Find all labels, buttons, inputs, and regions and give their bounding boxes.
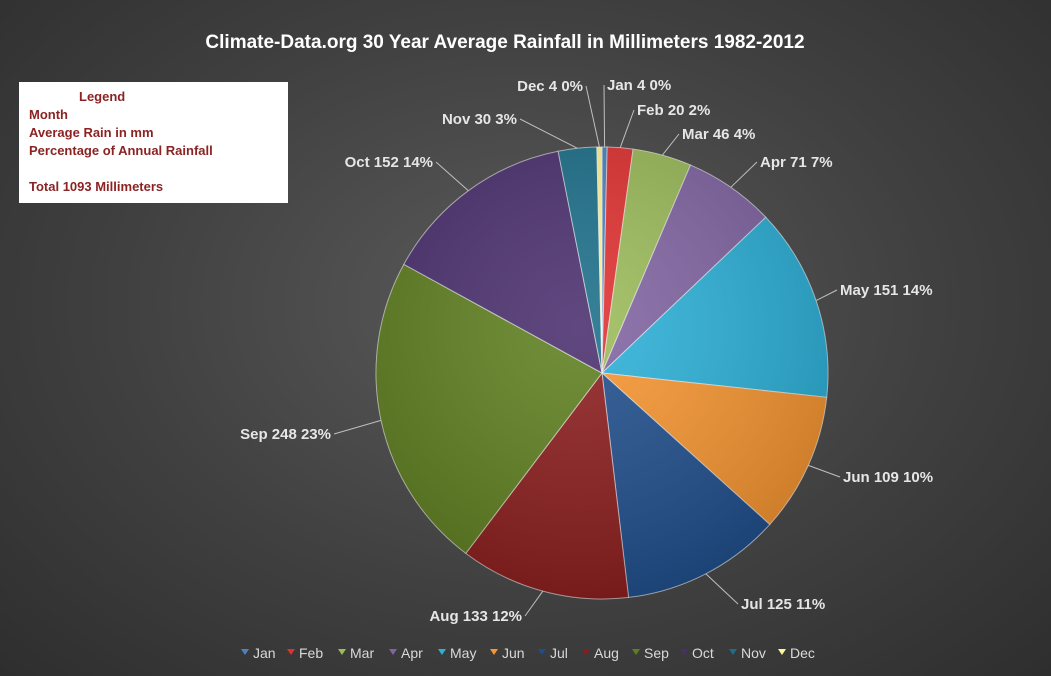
legend-info-box: Legend Month Average Rain in mm Percenta… <box>19 82 288 203</box>
data-label-may: May 151 14% <box>840 282 933 299</box>
legend-item-jan: Jan <box>241 645 276 661</box>
legend-swatch-dec <box>778 649 786 655</box>
legend-label-aug: Aug <box>594 645 619 661</box>
leader-line-feb <box>619 109 635 148</box>
legend-item-may: May <box>438 645 476 661</box>
leader-line-jan <box>603 84 606 148</box>
data-label-aug: Aug 133 12% <box>429 608 522 625</box>
leader-line-nov <box>519 118 578 149</box>
legend-label-feb: Feb <box>299 645 323 661</box>
leader-line-jul <box>705 573 739 605</box>
legend-label-may: May <box>450 645 476 661</box>
legend-swatch-may <box>438 649 446 655</box>
legend-swatch-sep <box>632 649 640 655</box>
legend-item-aug: Aug <box>582 645 619 661</box>
data-label-jul: Jul 125 11% <box>741 596 825 613</box>
legend-swatch-apr <box>389 649 397 655</box>
legend-label-oct: Oct <box>692 645 714 661</box>
chart-title: Climate-Data.org 30 Year Average Rainfal… <box>205 32 804 53</box>
leader-line-may <box>815 289 838 302</box>
legend-item-jun: Jun <box>490 645 525 661</box>
legend-label-jan: Jan <box>253 645 276 661</box>
data-label-jun: Jun 109 10% <box>843 469 933 486</box>
legend-label-nov: Nov <box>741 645 766 661</box>
data-label-nov: Nov 30 3% <box>442 111 517 128</box>
data-label-dec: Dec 4 0% <box>517 78 583 95</box>
chart-legend: Jan Feb Mar Apr May Jun Jul Aug Sep Oct Nov Dec <box>241 645 815 661</box>
legend-swatch-oct <box>680 649 688 655</box>
legend-info-month: Month <box>29 107 68 122</box>
data-label-mar: Mar 46 4% <box>682 126 755 143</box>
legend-label-mar: Mar <box>350 645 374 661</box>
leader-line-dec <box>585 85 600 148</box>
legend-swatch-nov <box>729 649 737 655</box>
legend-info-total: Total 1093 Millimeters <box>29 179 164 194</box>
legend-info-average: Average Rain in mm <box>29 125 154 140</box>
legend-swatch-jul <box>538 649 546 655</box>
data-labels: Jan 4 0% Feb 20 2% Mar 46 4% Apr 71 7% May 1… <box>240 77 933 625</box>
legend-item-mar: Mar <box>338 645 374 661</box>
legend-item-jul: Jul <box>538 645 568 661</box>
legend-item-feb: Feb <box>287 645 323 661</box>
leader-lines <box>333 84 841 617</box>
data-label-apr: Apr 71 7% <box>760 154 833 171</box>
leader-line-apr <box>730 161 758 188</box>
leader-line-mar <box>661 133 680 156</box>
legend-label-apr: Apr <box>401 645 423 661</box>
legend-info-heading: Legend <box>79 89 126 104</box>
legend-label-sep: Sep <box>644 645 669 661</box>
legend-label-jun: Jun <box>502 645 525 661</box>
legend-swatch-aug <box>582 649 590 655</box>
legend-item-dec: Dec <box>778 645 815 661</box>
data-label-sep: Sep 248 23% <box>240 426 331 443</box>
leader-line-sep <box>333 419 382 435</box>
data-label-oct: Oct 152 14% <box>345 154 433 171</box>
legend-swatch-feb <box>287 649 295 655</box>
legend-swatch-jun <box>490 649 498 655</box>
legend-label-dec: Dec <box>790 645 815 661</box>
data-label-feb: Feb 20 2% <box>637 102 710 119</box>
leader-line-aug <box>524 590 544 617</box>
legend-item-nov: Nov <box>729 645 766 661</box>
legend-info-percentage: Percentage of Annual Rainfall <box>29 143 213 158</box>
legend-item-apr: Apr <box>389 645 423 661</box>
legend-swatch-jan <box>241 649 249 655</box>
legend-item-sep: Sep <box>632 645 669 661</box>
data-label-jan: Jan 4 0% <box>607 77 671 94</box>
legend-label-jul: Jul <box>550 645 568 661</box>
pie-slices <box>375 146 829 600</box>
leader-line-jun <box>808 464 841 478</box>
legend-swatch-mar <box>338 649 346 655</box>
leader-line-oct <box>435 161 469 192</box>
legend-item-oct: Oct <box>680 645 714 661</box>
